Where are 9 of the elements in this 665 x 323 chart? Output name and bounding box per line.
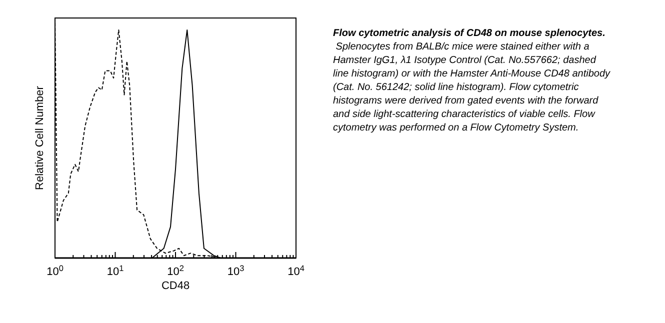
x-tick-label: 10$^{2}$ [167,264,184,278]
x-tick-label: 10$^{1}$ [106,264,124,278]
text: Splenocytes from BALB/c mice were stained either with a Hamster IgG1, λ1 Isotype Control (Cat. No.557662; dashed line histogram) or with the Hamster Anti-Mouse CD48 antibody (Cat. No. 561242; solid line histogram). Flow cytometric histograms were derived from gated events with the forward and side light-scattering characteristics of viable cells. Flow cytometry was performed on a Flow Cytometry System. [333,42,610,134]
x-axis-title: CD48 [161,280,190,292]
x-tick-label: 10$^{3}$ [227,264,245,278]
y-axis-title: Relative Cell Number [34,86,46,190]
x-tick-label: 10$^{0}$ [46,264,64,278]
text: Flow cytometric analysis of CD48 on mouse splenocytes. [333,28,606,39]
x-tick-label: 10$^{4}$ [288,264,305,278]
